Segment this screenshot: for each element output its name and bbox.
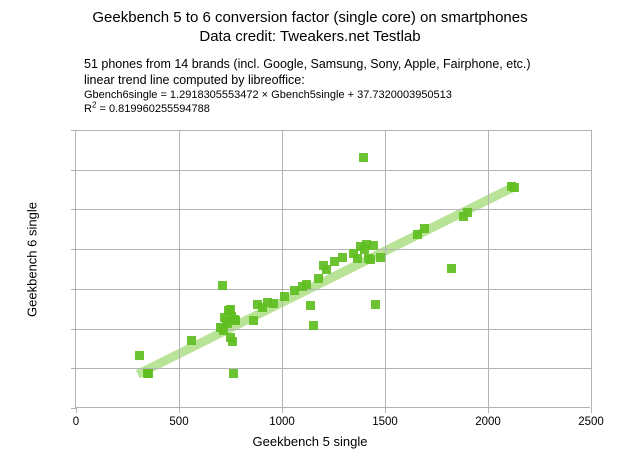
data-point xyxy=(366,255,376,265)
y-axis-title: Geekbench 6 single xyxy=(24,202,40,317)
data-point xyxy=(225,304,235,314)
data-point xyxy=(263,297,273,307)
x-tick-mark xyxy=(179,408,180,413)
chart-subtitle: Data credit: Tweakers.net Testlab xyxy=(199,28,421,45)
gridline-vertical xyxy=(488,130,489,408)
data-point xyxy=(359,245,369,255)
r-squared-value: = 0.819960255594788 xyxy=(96,103,210,115)
plot-area: 0500100015002000250030003500050010001500… xyxy=(71,130,604,428)
data-point xyxy=(348,249,358,259)
gridline-vertical xyxy=(385,130,386,408)
data-point xyxy=(330,257,340,267)
x-tick-mark xyxy=(282,408,283,413)
data-point xyxy=(419,224,429,234)
data-point xyxy=(220,312,230,322)
annotation-dataset-summary: 51 phones from 14 brands (incl. Google, … xyxy=(84,57,531,71)
x-tick-label: 500 xyxy=(169,416,189,428)
gridline-horizontal xyxy=(76,368,591,370)
data-point xyxy=(338,253,348,263)
x-tick-label: 1000 xyxy=(269,416,295,428)
data-point xyxy=(219,325,229,335)
x-tick-label: 1500 xyxy=(372,416,398,428)
y-tick-mark xyxy=(71,368,76,370)
data-point xyxy=(358,152,368,162)
data-point xyxy=(257,303,267,313)
y-tick-mark xyxy=(71,130,76,131)
data-point xyxy=(279,292,289,302)
data-point xyxy=(313,274,323,284)
y-tick-mark xyxy=(71,209,76,211)
data-point xyxy=(135,351,145,361)
gridline-vertical xyxy=(179,130,180,408)
data-point xyxy=(510,183,520,193)
gridline-vertical xyxy=(591,130,592,408)
x-tick-mark xyxy=(488,408,489,413)
data-point xyxy=(371,300,381,310)
gridline-horizontal xyxy=(76,209,591,211)
data-point xyxy=(218,281,228,291)
x-tick-label: 2000 xyxy=(475,416,501,428)
data-point xyxy=(352,254,362,264)
x-tick-label: 2500 xyxy=(578,416,604,428)
data-point xyxy=(144,368,153,378)
data-point xyxy=(228,369,238,379)
annotation-equation: Gbench6single = 1.2918305553472 × Gbench… xyxy=(84,89,452,101)
data-point xyxy=(289,286,299,296)
page-title: Geekbench 5 to 6 conversion factor (sing… xyxy=(92,9,528,26)
data-point xyxy=(248,315,258,325)
x-tick-mark xyxy=(76,408,77,413)
y-tick-mark xyxy=(71,328,76,330)
gridline-vertical xyxy=(282,130,283,408)
x-tick-label: 0 xyxy=(72,416,80,428)
gridline-horizontal xyxy=(76,130,591,131)
data-point xyxy=(252,300,262,310)
x-tick-mark xyxy=(591,408,592,413)
data-point xyxy=(361,239,371,249)
data-point xyxy=(462,208,472,218)
data-point xyxy=(306,301,316,311)
data-point xyxy=(369,240,379,250)
data-point xyxy=(376,252,386,262)
y-tick-mark xyxy=(71,408,76,409)
r-squared-prefix: R xyxy=(84,103,92,115)
trendline xyxy=(135,181,518,379)
x-axis-title: Geekbench 5 single xyxy=(252,434,368,449)
data-point xyxy=(228,336,238,346)
chart-title-block: Geekbench 5 to 6 conversion factor (sing… xyxy=(0,8,620,46)
y-tick-mark xyxy=(71,249,76,251)
gridline-horizontal xyxy=(76,288,591,290)
gridline-horizontal xyxy=(76,328,591,330)
gridline-horizontal xyxy=(76,249,591,251)
r-squared-exponent: 2 xyxy=(91,100,97,110)
y-tick-mark xyxy=(71,169,76,171)
data-point xyxy=(309,320,319,330)
data-point xyxy=(231,316,241,326)
data-point xyxy=(302,279,312,289)
data-point xyxy=(447,263,457,273)
x-tick-mark xyxy=(385,408,386,413)
data-point xyxy=(413,229,423,239)
y-tick-mark xyxy=(71,288,76,290)
annotation-trendline-note: linear trend line computed by libreoffic… xyxy=(84,72,305,87)
data-point xyxy=(321,265,331,275)
gridline-horizontal xyxy=(76,169,591,171)
annotation-r-squared: R2 = 0.819960255594788 xyxy=(84,100,531,116)
data-point xyxy=(223,319,233,329)
chart-annotations: 51 phones from 14 brands (incl. Google, … xyxy=(84,57,531,116)
data-point xyxy=(269,298,279,308)
data-point xyxy=(186,336,196,346)
